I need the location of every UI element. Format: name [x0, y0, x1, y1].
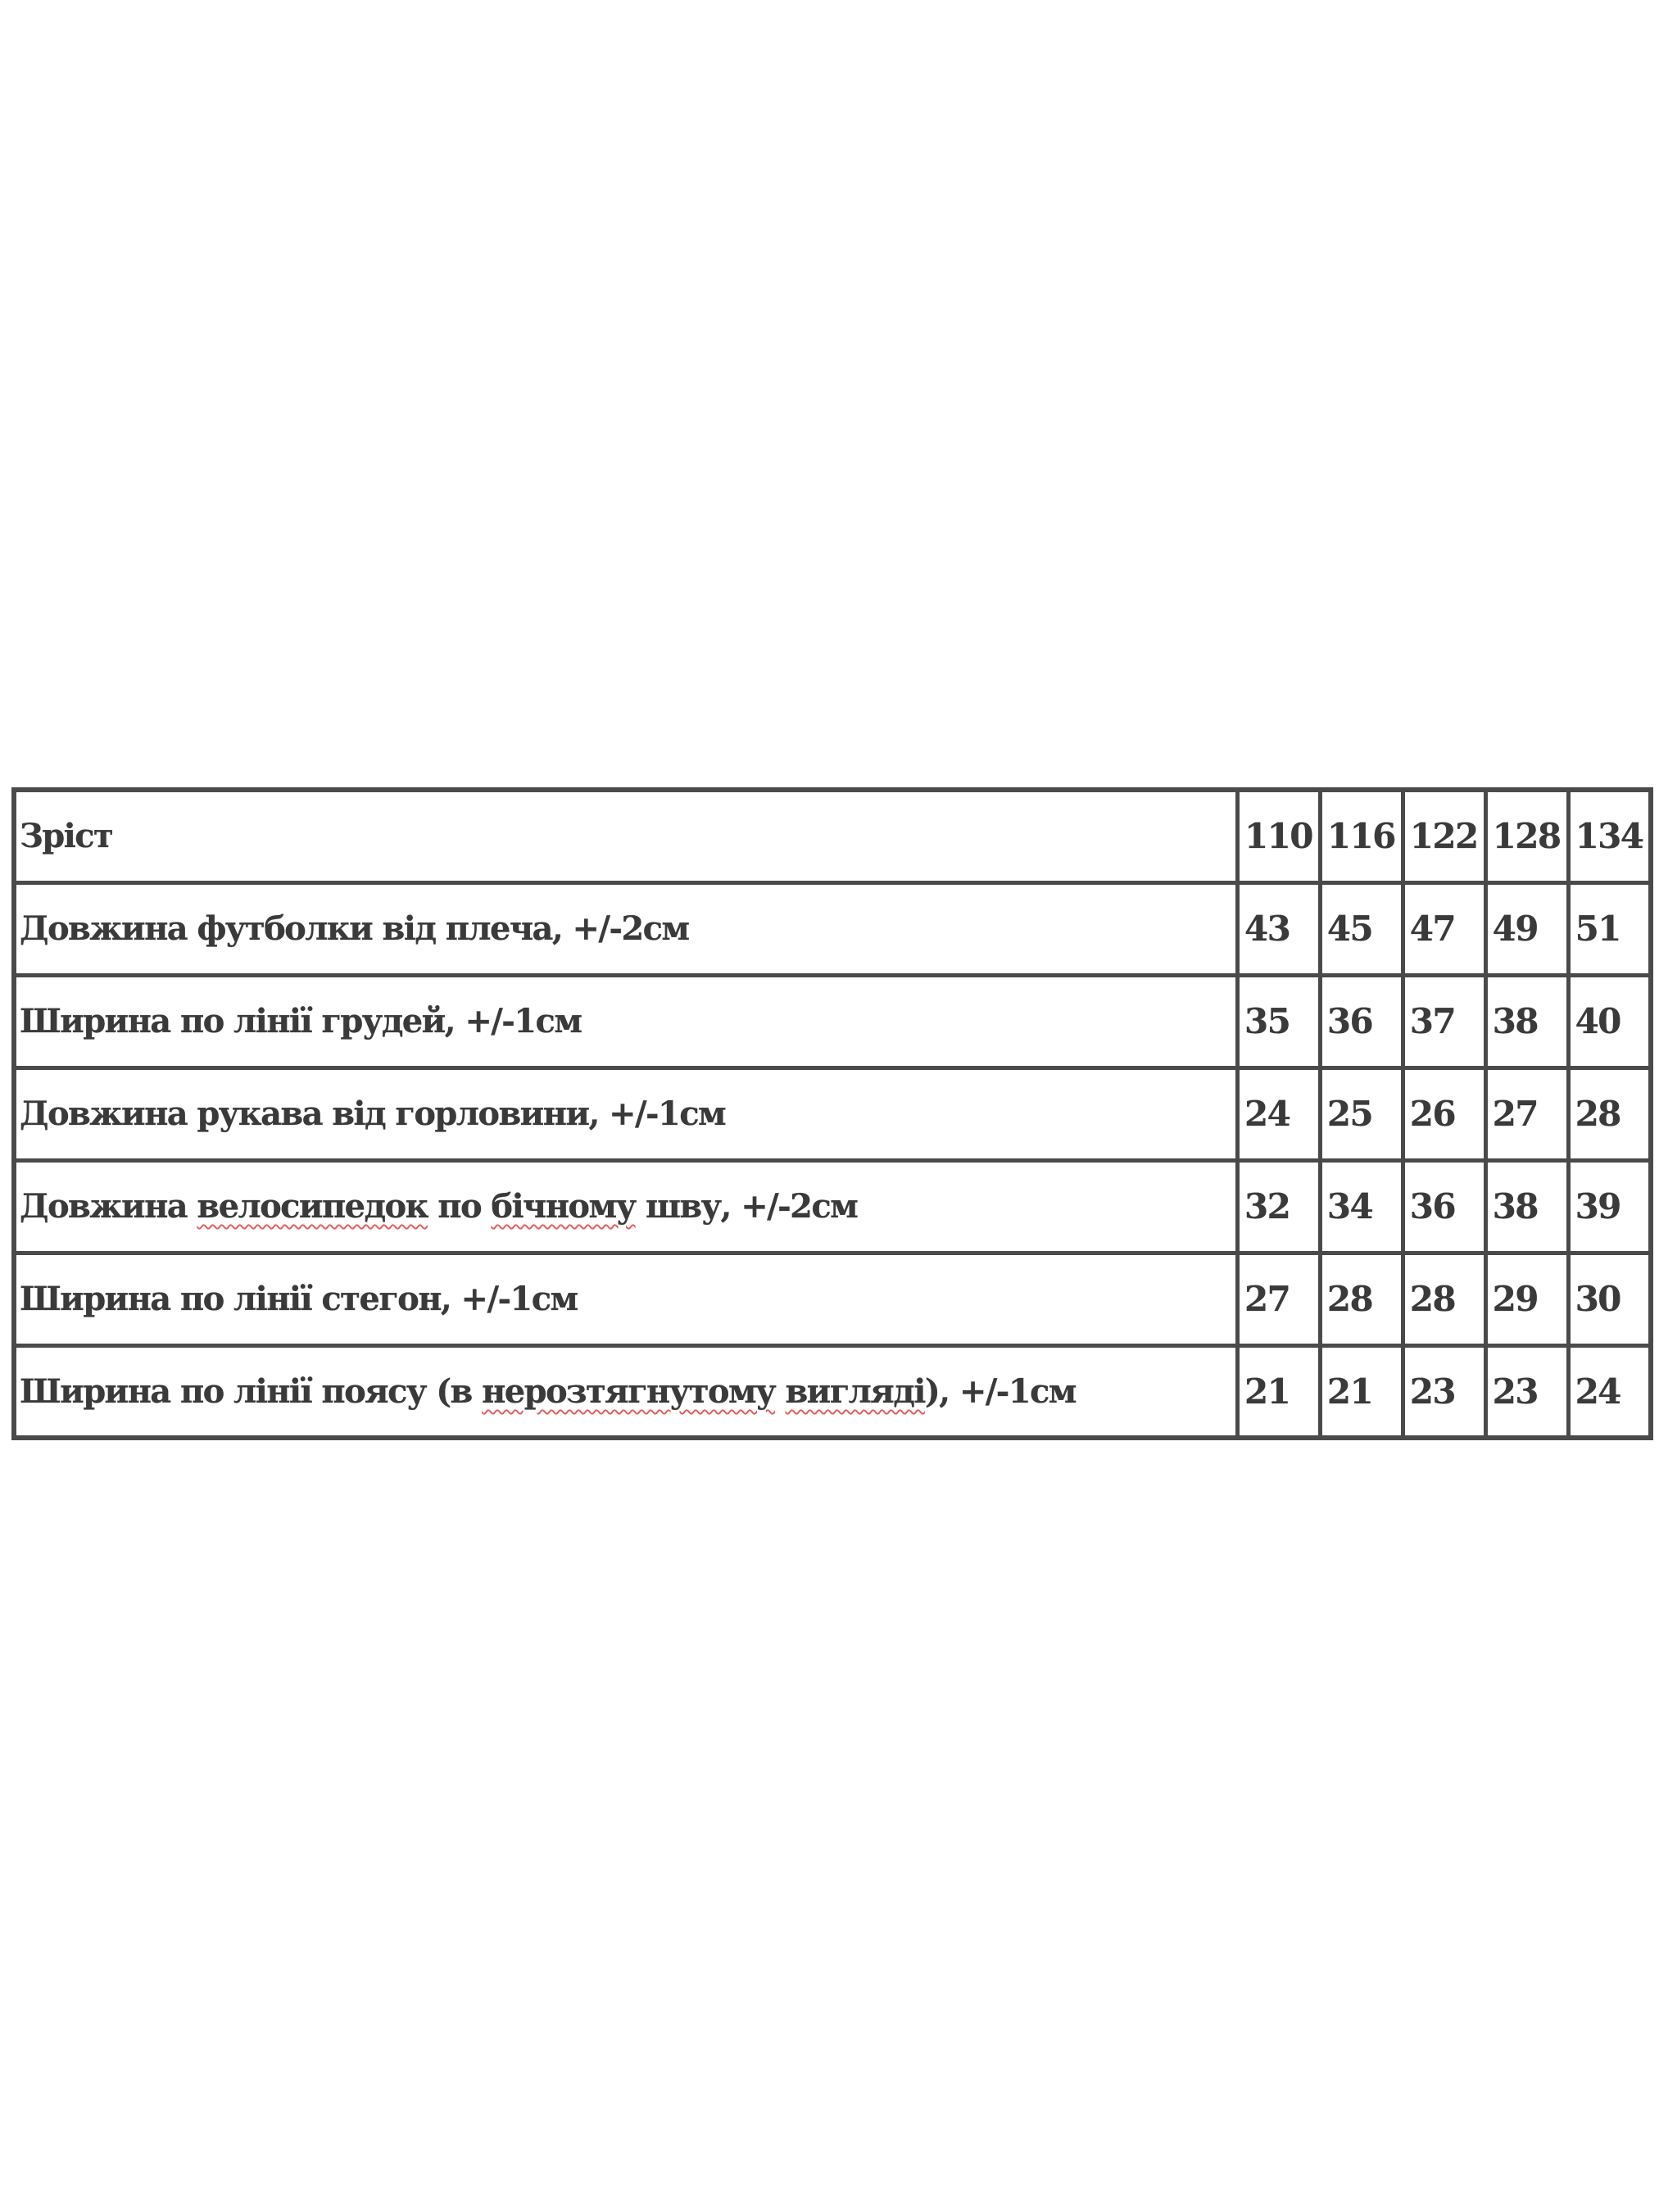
header-label: Зріст [11, 787, 1240, 885]
value-cell: 32 [1235, 1158, 1322, 1255]
measurement-label: Довжина велосипедок по бічному шву, +/-2… [11, 1158, 1240, 1255]
spellcheck-flagged-word: бічному [491, 1187, 637, 1226]
value-cell: 51 [1566, 880, 1653, 977]
table-row: Довжина рукава від горловини, +/-1см 24 25… [11, 1065, 1653, 1163]
value-cell: 38 [1483, 1158, 1571, 1255]
value-cell: 21 [1317, 1343, 1405, 1440]
measurement-label: Ширина по лінії поясу (в нерозтягнутому … [11, 1343, 1240, 1440]
spellcheck-flagged-word: вигляді [785, 1371, 926, 1411]
value-cell: 36 [1400, 1158, 1488, 1255]
table-row: Ширина по лінії стегон, +/-1см 27 28 28 29 30 [11, 1250, 1653, 1348]
value-cell: 23 [1483, 1343, 1571, 1440]
value-cell: 21 [1235, 1343, 1322, 1440]
size-cell: 116 [1317, 787, 1405, 885]
value-cell: 49 [1483, 880, 1571, 977]
spellcheck-flagged-word: нерозтягнутому [482, 1371, 777, 1411]
table-row: Довжина футболки від плеча, +/-2см 43 45 47… [11, 880, 1653, 977]
value-cell: 26 [1400, 1065, 1488, 1163]
value-cell: 37 [1400, 972, 1488, 1070]
table-row: Ширина по лінії поясу (в нерозтягнутому … [11, 1343, 1653, 1440]
value-cell: 38 [1483, 972, 1571, 1070]
table-row: Ширина по лінії грудей, +/-1см 35 36 37 38 40 [11, 972, 1653, 1070]
size-cell: 134 [1566, 787, 1653, 885]
size-cell: 122 [1400, 787, 1488, 885]
table-row: Довжина велосипедок по бічному шву, +/-2… [11, 1158, 1653, 1255]
value-cell: 29 [1483, 1250, 1571, 1348]
measurement-label: Ширина по лінії грудей, +/-1см [11, 972, 1240, 1070]
value-cell: 40 [1566, 972, 1653, 1070]
value-cell: 27 [1483, 1065, 1571, 1163]
value-cell: 23 [1400, 1343, 1488, 1440]
value-cell: 43 [1235, 880, 1322, 977]
value-cell: 28 [1566, 1065, 1653, 1163]
value-cell: 34 [1317, 1158, 1405, 1255]
size-cell: 110 [1235, 787, 1322, 885]
value-cell: 27 [1235, 1250, 1322, 1348]
value-cell: 24 [1566, 1343, 1653, 1440]
size-cell: 128 [1483, 787, 1571, 885]
value-cell: 24 [1235, 1065, 1322, 1163]
size-chart-table: Зріст 110 116 122 128 134 Довжина футбол… [11, 787, 1653, 1440]
value-cell: 30 [1566, 1250, 1653, 1348]
header-row: Зріст 110 116 122 128 134 [11, 787, 1653, 885]
value-cell: 28 [1400, 1250, 1488, 1348]
value-cell: 28 [1317, 1250, 1405, 1348]
measurement-label: Довжина рукава від горловини, +/-1см [11, 1065, 1240, 1163]
value-cell: 45 [1317, 880, 1405, 977]
measurement-label: Довжина футболки від плеча, +/-2см [11, 880, 1240, 977]
value-cell: 36 [1317, 972, 1405, 1070]
spellcheck-flagged-word: велосипедок [197, 1187, 428, 1226]
measurement-label: Ширина по лінії стегон, +/-1см [11, 1250, 1240, 1348]
value-cell: 39 [1566, 1158, 1653, 1255]
value-cell: 35 [1235, 972, 1322, 1070]
value-cell: 25 [1317, 1065, 1405, 1163]
value-cell: 47 [1400, 880, 1488, 977]
